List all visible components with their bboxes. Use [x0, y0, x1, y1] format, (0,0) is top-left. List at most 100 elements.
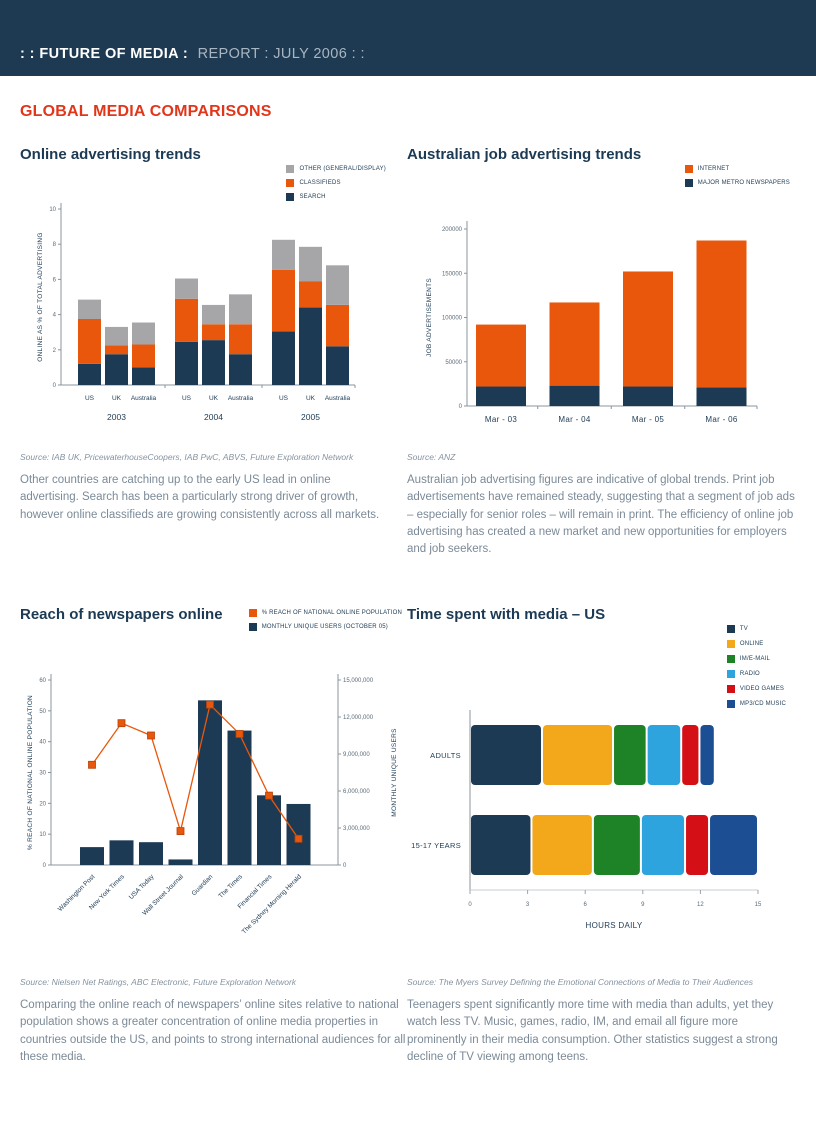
svg-text:ONLINE AS % OF TOTAL ADVERTISI: ONLINE AS % OF TOTAL ADVERTISING — [37, 232, 44, 362]
svg-text:9,000,000: 9,000,000 — [343, 752, 370, 758]
legend-item: OTHER (GENERAL/DISPLAY) — [286, 165, 386, 173]
svg-text:JOB ADVERTISEMENTS: JOB ADVERTISEMENTS — [426, 278, 433, 357]
time-spent-chart: ADULTS 15-17 YEARS 0 3 6 9 12 15 HOURS DAILY TV ON… — [407, 623, 796, 975]
svg-text:US: US — [85, 395, 95, 402]
svg-text:200000: 200000 — [442, 227, 463, 233]
legend-label: CLASSIFIEDS — [299, 180, 341, 186]
report-title-rest: REPORT : JULY 2006 : : — [197, 46, 365, 62]
chart-legend: OTHER (GENERAL/DISPLAY) CLASSIFIEDS SEARCH — [286, 165, 386, 207]
svg-text:UK: UK — [112, 395, 122, 402]
svg-text:60: 60 — [39, 678, 46, 684]
svg-text:6: 6 — [53, 277, 57, 283]
legend-label: RADIO — [739, 671, 760, 677]
chart-legend: INTERNET MAJOR METRO NEWSPAPERS — [684, 165, 790, 193]
svg-text:% REACH OF NATIONAL ONLINE POP: % REACH OF NATIONAL ONLINE POPULATION — [27, 695, 34, 850]
legend-swatch-icon — [726, 670, 735, 678]
svg-text:2004: 2004 — [204, 412, 223, 422]
svg-text:The Sydney Morning Herald: The Sydney Morning Herald — [241, 873, 303, 935]
legend-item: CLASSIFIEDS — [286, 179, 386, 187]
legend-item: TV — [726, 625, 786, 633]
svg-text:UK: UK — [209, 395, 219, 402]
svg-text:UK: UK — [306, 395, 316, 402]
svg-text:0: 0 — [43, 863, 47, 869]
legend-swatch-icon — [684, 179, 693, 187]
section-australian-job: Australian job advertising trends 0 50000… — [407, 146, 796, 558]
svg-text:Australia: Australia — [131, 395, 157, 402]
svg-text:2003: 2003 — [107, 412, 126, 422]
legend-item: MONTHLY UNIQUE USERS (OCTOBER 05) — [248, 623, 402, 631]
legend-item: ONLINE — [726, 640, 786, 648]
svg-text:HOURS DAILY: HOURS DAILY — [586, 921, 643, 930]
commentary-online-advertising: Other countries are catching up to the e… — [20, 474, 380, 521]
legend-item: MAJOR METRO NEWSPAPERS — [684, 179, 790, 187]
svg-text:2: 2 — [53, 348, 57, 354]
source-note-time-spent: Source: The Myers Survey Defining the Em… — [407, 977, 753, 987]
legend-label: ONLINE — [739, 641, 764, 647]
svg-text:12: 12 — [697, 902, 704, 908]
legend-swatch-icon — [726, 655, 735, 663]
svg-text:The Times: The Times — [218, 873, 245, 900]
legend-swatch-icon — [286, 193, 295, 201]
legend-label: SEARCH — [299, 194, 326, 200]
chart-title-online-advertising: Online advertising trends — [20, 146, 201, 163]
legend-swatch-icon — [726, 640, 735, 648]
svg-text:3,000,000: 3,000,000 — [343, 826, 370, 832]
legend-item: INTERNET — [684, 165, 790, 173]
source-note-newspapers-online: Source: Nielsen Net Ratings, ABC Electro… — [20, 977, 297, 987]
legend-item: IM/E-MAIL — [726, 655, 786, 663]
legend-item: MP3/CD MUSIC — [726, 700, 786, 708]
legend-label: INTERNET — [697, 166, 730, 172]
svg-text:15-17 YEARS: 15-17 YEARS — [411, 841, 461, 850]
legend-item: % REACH OF NATIONAL ONLINE POPULATION — [248, 609, 402, 617]
legend-label: TV — [739, 626, 748, 632]
svg-text:0: 0 — [343, 863, 347, 869]
chart-canvas: ADULTS 15-17 YEARS 0 3 6 9 12 15 HOURS DAILY — [411, 710, 762, 930]
svg-text:Mar - 03: Mar - 03 — [485, 415, 517, 424]
svg-text:40: 40 — [39, 740, 46, 746]
svg-text:10: 10 — [49, 207, 56, 213]
svg-text:8: 8 — [53, 242, 57, 248]
commentary-australian-job: Australian job advertising figures are i… — [407, 474, 795, 555]
svg-text:Mar - 04: Mar - 04 — [558, 415, 590, 424]
svg-text:Guardian: Guardian — [191, 873, 215, 897]
section-time-spent: Time spent with media – US ADULTS 15-17 Y… — [407, 606, 796, 1066]
legend-swatch-icon — [286, 179, 295, 187]
commentary-newspapers-online: Comparing the online reach of newspapers… — [20, 999, 406, 1063]
svg-text:4: 4 — [53, 313, 57, 319]
legend-label: VIDEO GAMES — [739, 686, 785, 692]
chart-canvas: 0 10 20 30 40 50 60 0 3,000,000 6,000,000 9,000,00… — [27, 674, 398, 936]
chart-legend: % REACH OF NATIONAL ONLINE POPULATION MON… — [248, 609, 402, 637]
section-newspapers-online: Reach of newspapers online 0 10 20 30 40 50 60… — [20, 606, 408, 1066]
online-advertising-chart: 0 2 4 6 8 10 US UK Australia US UK Australia US UK Aus… — [20, 163, 392, 450]
chart-legend: TV ONLINE IM/E-MAIL RADIO VIDEO GAMES MP3/CD … — [726, 625, 786, 715]
chart-title-time-spent: Time spent with media – US — [407, 606, 606, 623]
svg-text:15: 15 — [755, 902, 762, 908]
legend-label: IM/E-MAIL — [739, 656, 771, 662]
svg-text:0: 0 — [53, 383, 57, 389]
legend-swatch-icon — [726, 685, 735, 693]
svg-text:USA Today: USA Today — [128, 873, 156, 901]
source-note-online-advertising: Source: IAB UK, PricewaterhouseCoopers, … — [20, 452, 354, 462]
svg-text:12,000,000: 12,000,000 — [343, 715, 374, 721]
chart-title-australian-job: Australian job advertising trends — [407, 146, 642, 163]
australian-job-chart: 0 50000 100000 150000 200000 Mar - 03 Mar - 04… — [407, 163, 796, 450]
legend-swatch-icon — [286, 165, 295, 173]
svg-text:20: 20 — [39, 801, 46, 807]
source-note-australian-job: Source: ANZ — [407, 452, 456, 462]
commentary-time-spent: Teenagers spent significantly more time … — [407, 999, 778, 1063]
chart-canvas: 0 2 4 6 8 10 US UK Australia US UK Australia US UK Aus… — [37, 203, 356, 422]
svg-text:6: 6 — [584, 902, 588, 908]
svg-text:Mar - 06: Mar - 06 — [705, 415, 737, 424]
page-header-band: : : FUTURE OF MEDIA : REPORT : JULY 2006… — [0, 0, 816, 76]
legend-swatch-icon — [726, 625, 735, 633]
legend-label: MP3/CD MUSIC — [739, 701, 786, 707]
chart-canvas: 0 50000 100000 150000 200000 Mar - 03 Mar - 04… — [426, 221, 758, 424]
svg-text:US: US — [182, 395, 192, 402]
svg-text:US: US — [279, 395, 289, 402]
section-online-advertising: Online advertising trends 0 2 4 6 8 10 US UK Aus… — [20, 146, 392, 524]
svg-text:50000: 50000 — [445, 360, 462, 366]
svg-text:30: 30 — [39, 771, 46, 777]
svg-text:150000: 150000 — [442, 271, 463, 277]
svg-text:10: 10 — [39, 832, 46, 838]
